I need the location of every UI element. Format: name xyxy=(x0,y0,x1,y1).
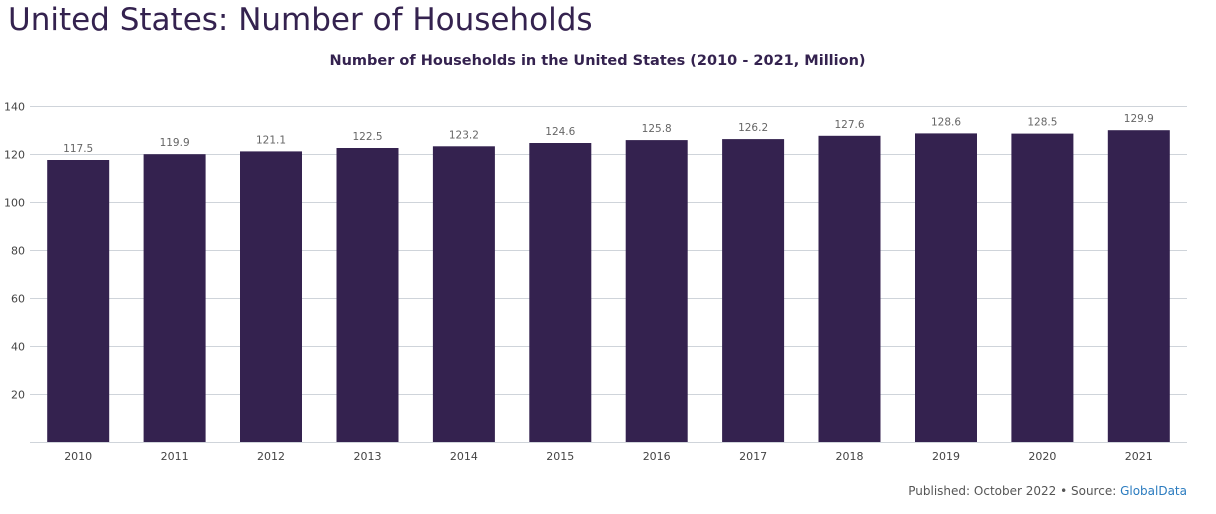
footer: Published: October 2022 • Source: Global… xyxy=(908,483,1187,499)
gridlines xyxy=(30,106,1187,443)
bar-2010 xyxy=(47,160,110,442)
bar-2018 xyxy=(818,135,881,443)
y-tick-label: 20 xyxy=(11,389,25,402)
data-label-2016: 125.8 xyxy=(642,123,672,135)
y-tick-label: 120 xyxy=(4,149,25,162)
y-axis-ticks: 20 40 60 80 100 120 140 xyxy=(4,101,25,402)
bar-2021 xyxy=(1107,130,1170,442)
chart-plot: 20 40 60 80 100 120 140 117.5 119.9 121.1 122.5 12… xyxy=(4,101,1187,463)
data-label-2015: 124.6 xyxy=(545,126,575,138)
y-tick-label: 80 xyxy=(11,245,25,258)
y-tick-label: 60 xyxy=(11,293,25,306)
y-tick-label: 140 xyxy=(4,101,25,114)
bar-2019 xyxy=(915,133,977,442)
bar-2012 xyxy=(240,151,302,442)
data-label-2011: 119.9 xyxy=(160,137,190,149)
y-tick-label: 40 xyxy=(11,341,25,354)
data-label-2021: 129.9 xyxy=(1124,113,1154,125)
x-tick-label-2011: 2011 xyxy=(161,450,189,463)
x-tick-label-2018: 2018 xyxy=(836,450,864,463)
bar-2020 xyxy=(1011,133,1074,442)
x-tick-label-2015: 2015 xyxy=(546,450,574,463)
bar-2016 xyxy=(625,140,688,442)
x-axis-ticks: 2010 2011 2012 2013 2014 2015 2016 2017 2018 2019… xyxy=(64,450,1153,463)
data-label-2020: 128.5 xyxy=(1027,117,1057,129)
chart-title: Number of Households in the United State… xyxy=(329,53,866,69)
source-link[interactable]: GlobalData xyxy=(1120,484,1187,498)
bar-2017 xyxy=(722,139,785,442)
data-label-2012: 121.1 xyxy=(256,134,286,146)
bar-2014 xyxy=(432,146,495,443)
bar-2015 xyxy=(529,143,592,442)
bars xyxy=(47,130,1170,443)
footer-published-text: Published: October 2022 • Source: xyxy=(908,484,1121,498)
data-label-2014: 123.2 xyxy=(449,129,479,141)
data-label-2019: 128.6 xyxy=(931,116,961,128)
bar-2011 xyxy=(143,154,206,442)
x-tick-label-2019: 2019 xyxy=(932,450,960,463)
x-tick-label-2016: 2016 xyxy=(643,450,671,463)
x-tick-label-2010: 2010 xyxy=(64,450,92,463)
x-tick-label-2017: 2017 xyxy=(739,450,767,463)
data-label-2013: 122.5 xyxy=(352,131,382,143)
x-tick-label-2020: 2020 xyxy=(1028,450,1056,463)
data-label-2017: 126.2 xyxy=(738,122,768,134)
x-tick-label-2021: 2021 xyxy=(1125,450,1153,463)
x-tick-label-2012: 2012 xyxy=(257,450,285,463)
y-tick-label: 100 xyxy=(4,197,25,210)
page-heading: United States: Number of Households xyxy=(8,2,593,38)
data-label-2018: 127.6 xyxy=(834,119,864,131)
x-tick-label-2014: 2014 xyxy=(450,450,478,463)
data-label-2010: 117.5 xyxy=(63,143,93,155)
data-labels: 117.5 119.9 121.1 122.5 123.2 124.6 125.8 126.2… xyxy=(63,113,1154,155)
bar-2013 xyxy=(336,148,399,442)
x-tick-label-2013: 2013 xyxy=(354,450,382,463)
